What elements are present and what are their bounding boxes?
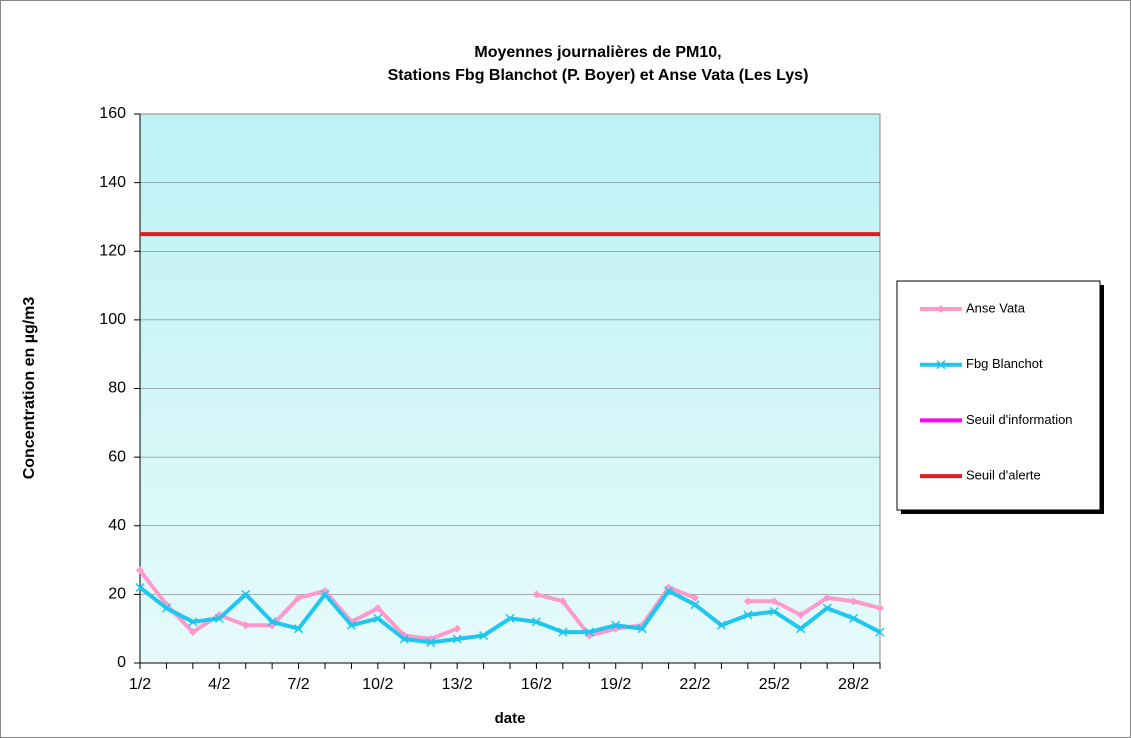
y-tick-label: 60 — [108, 448, 126, 465]
point — [849, 613, 859, 623]
x-tick-label: 1/2 — [129, 676, 151, 693]
point — [822, 603, 832, 613]
x-tick-label: 19/2 — [600, 676, 631, 693]
point — [532, 590, 541, 599]
x-tick-label: 28/2 — [838, 676, 869, 693]
point — [294, 593, 303, 602]
point — [373, 604, 382, 613]
point — [796, 610, 805, 619]
x-tick-label: 13/2 — [442, 676, 473, 693]
legend-label: Anse Vata — [966, 300, 1026, 315]
point — [241, 589, 251, 599]
point — [936, 360, 946, 370]
point — [426, 637, 436, 647]
y-tick-label: 80 — [108, 380, 126, 397]
point — [188, 628, 197, 637]
point — [770, 597, 779, 606]
point — [346, 620, 356, 630]
point — [558, 597, 567, 606]
x-tick-label: 10/2 — [362, 676, 393, 693]
point — [611, 620, 621, 630]
chart-title: Stations Fbg Blanchot (P. Boyer) et Anse… — [388, 67, 809, 84]
point — [690, 600, 700, 610]
point — [875, 627, 885, 637]
x-tick-label: 22/2 — [679, 676, 710, 693]
point — [849, 597, 858, 606]
point — [743, 597, 752, 606]
point — [241, 621, 250, 630]
point — [823, 593, 832, 602]
point — [214, 613, 224, 623]
legend-box — [896, 280, 1101, 511]
x-tick-label: 4/2 — [208, 676, 230, 693]
y-tick-label: 0 — [117, 654, 126, 671]
x-tick-label: 16/2 — [521, 676, 552, 693]
point — [505, 613, 515, 623]
legend-label: Fbg Blanchot — [966, 356, 1043, 371]
point — [294, 624, 304, 634]
y-tick-label: 120 — [99, 242, 126, 259]
x-tick-label: 25/2 — [759, 676, 790, 693]
y-tick-label: 140 — [99, 174, 126, 191]
point — [716, 620, 726, 630]
point — [558, 627, 568, 637]
legend-label: Seuil d'information — [966, 412, 1073, 427]
point — [769, 607, 779, 617]
y-axis-label: Concentration en µg/m3 — [21, 297, 38, 480]
point — [136, 566, 144, 575]
y-tick-label: 20 — [108, 586, 126, 603]
point — [479, 631, 489, 641]
point — [135, 582, 145, 593]
point — [637, 624, 647, 634]
point — [584, 627, 594, 637]
point — [691, 593, 699, 602]
point — [876, 604, 884, 613]
point — [453, 624, 462, 633]
chart-title: Moyennes journalières de PM10, — [474, 44, 721, 61]
x-tick-label: 7/2 — [287, 676, 309, 693]
legend-label: Seuil d'alerte — [966, 468, 1041, 483]
point — [161, 603, 171, 613]
point — [664, 586, 674, 596]
point — [399, 634, 409, 644]
point — [320, 589, 330, 599]
point — [267, 617, 277, 627]
y-tick-label: 40 — [108, 517, 126, 534]
point — [937, 305, 945, 313]
point — [796, 624, 806, 634]
x-axis-label: date — [495, 710, 526, 727]
y-tick-label: 100 — [99, 311, 126, 328]
point — [188, 617, 198, 627]
point — [373, 613, 383, 623]
y-tick-label: 160 — [99, 105, 126, 122]
point — [452, 634, 462, 644]
point — [743, 610, 753, 620]
point — [531, 617, 541, 627]
